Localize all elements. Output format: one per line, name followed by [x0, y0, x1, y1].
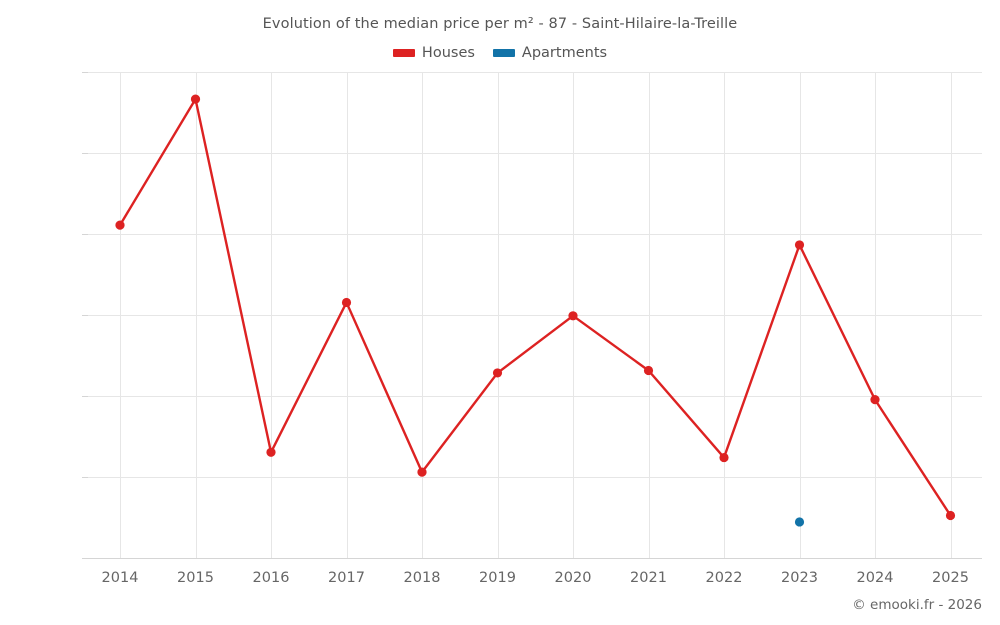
data-point[interactable]	[492, 368, 503, 378]
x-axis-tick-label: 2020	[554, 570, 592, 586]
chart-title: Evolution of the median price per m² - 8…	[262, 16, 738, 32]
x-axis-tick-label: 2023	[781, 570, 818, 586]
x-axis-tick-label: 2021	[630, 570, 667, 586]
data-point[interactable]	[190, 94, 201, 104]
series-layer	[115, 94, 956, 527]
copyright-footer: © emooki.fr - 2026	[852, 597, 982, 613]
x-axis-tick-label: 2014	[101, 570, 139, 586]
gridline-horizontal	[88, 234, 982, 235]
x-axis-tick-label: 2024	[856, 570, 894, 586]
gridline-horizontal	[88, 153, 982, 154]
x-axis-tick-label: 2019	[479, 570, 516, 586]
legend-item-apartments[interactable]: Apartments	[492, 45, 608, 61]
gridline-vertical	[875, 72, 876, 558]
data-point[interactable]	[115, 220, 125, 230]
gridline-horizontal	[88, 315, 982, 316]
gridline-horizontal	[88, 72, 982, 73]
chart-legend: Houses Apartments	[0, 45, 1000, 61]
y-axis-tick-mark	[82, 72, 88, 73]
data-point[interactable]	[266, 447, 276, 457]
x-axis-tick-label: 2022	[705, 570, 743, 586]
legend-label-houses: Houses	[421, 45, 475, 61]
gridline-vertical	[120, 72, 121, 558]
gridline-vertical	[195, 72, 197, 558]
y-axis-tick-mark	[82, 315, 88, 316]
data-point[interactable]	[568, 311, 578, 321]
gridline-vertical	[497, 72, 499, 558]
y-axis-tick-mark	[82, 558, 88, 559]
x-axis-tick-label: 2015	[177, 570, 214, 586]
legend-item-houses[interactable]: Houses	[392, 45, 475, 61]
x-axis-tick-label: 2018	[403, 570, 441, 586]
gridline-vertical	[648, 72, 650, 558]
data-point[interactable]	[794, 517, 805, 527]
x-axis-line	[88, 558, 982, 559]
y-axis-tick-mark	[82, 477, 88, 478]
data-point[interactable]	[643, 365, 654, 376]
y-axis-tick-mark	[82, 153, 88, 154]
legend-label-apartments: Apartments	[521, 45, 608, 61]
x-axis-tick-label: 2025	[932, 570, 969, 586]
gridline-vertical	[724, 72, 725, 558]
gridline-horizontal	[88, 396, 982, 397]
plot-area: 200 €400 €600 €800 €1 000 €1 200 €1 400 …	[82, 72, 982, 586]
legend-swatch-houses	[392, 49, 415, 57]
x-axis-tick-label: 2016	[252, 570, 290, 586]
x-axis-tick-label: 2017	[328, 570, 365, 586]
legend-swatch-apartments	[492, 49, 515, 57]
gridline-vertical	[950, 72, 952, 558]
data-point[interactable]	[341, 297, 352, 308]
gridline-vertical	[346, 72, 348, 558]
gridline-vertical	[799, 72, 801, 558]
y-axis-tick-mark	[82, 396, 88, 397]
gridline-vertical	[422, 72, 423, 558]
gridline-vertical	[271, 72, 272, 558]
y-axis-tick-mark	[82, 234, 88, 235]
series-line-houses	[118, 97, 952, 517]
data-point[interactable]	[945, 510, 956, 521]
gridline-horizontal	[88, 477, 982, 478]
data-point[interactable]	[719, 452, 729, 463]
data-point[interactable]	[417, 467, 427, 477]
data-point[interactable]	[870, 395, 880, 405]
data-point[interactable]	[794, 240, 805, 250]
